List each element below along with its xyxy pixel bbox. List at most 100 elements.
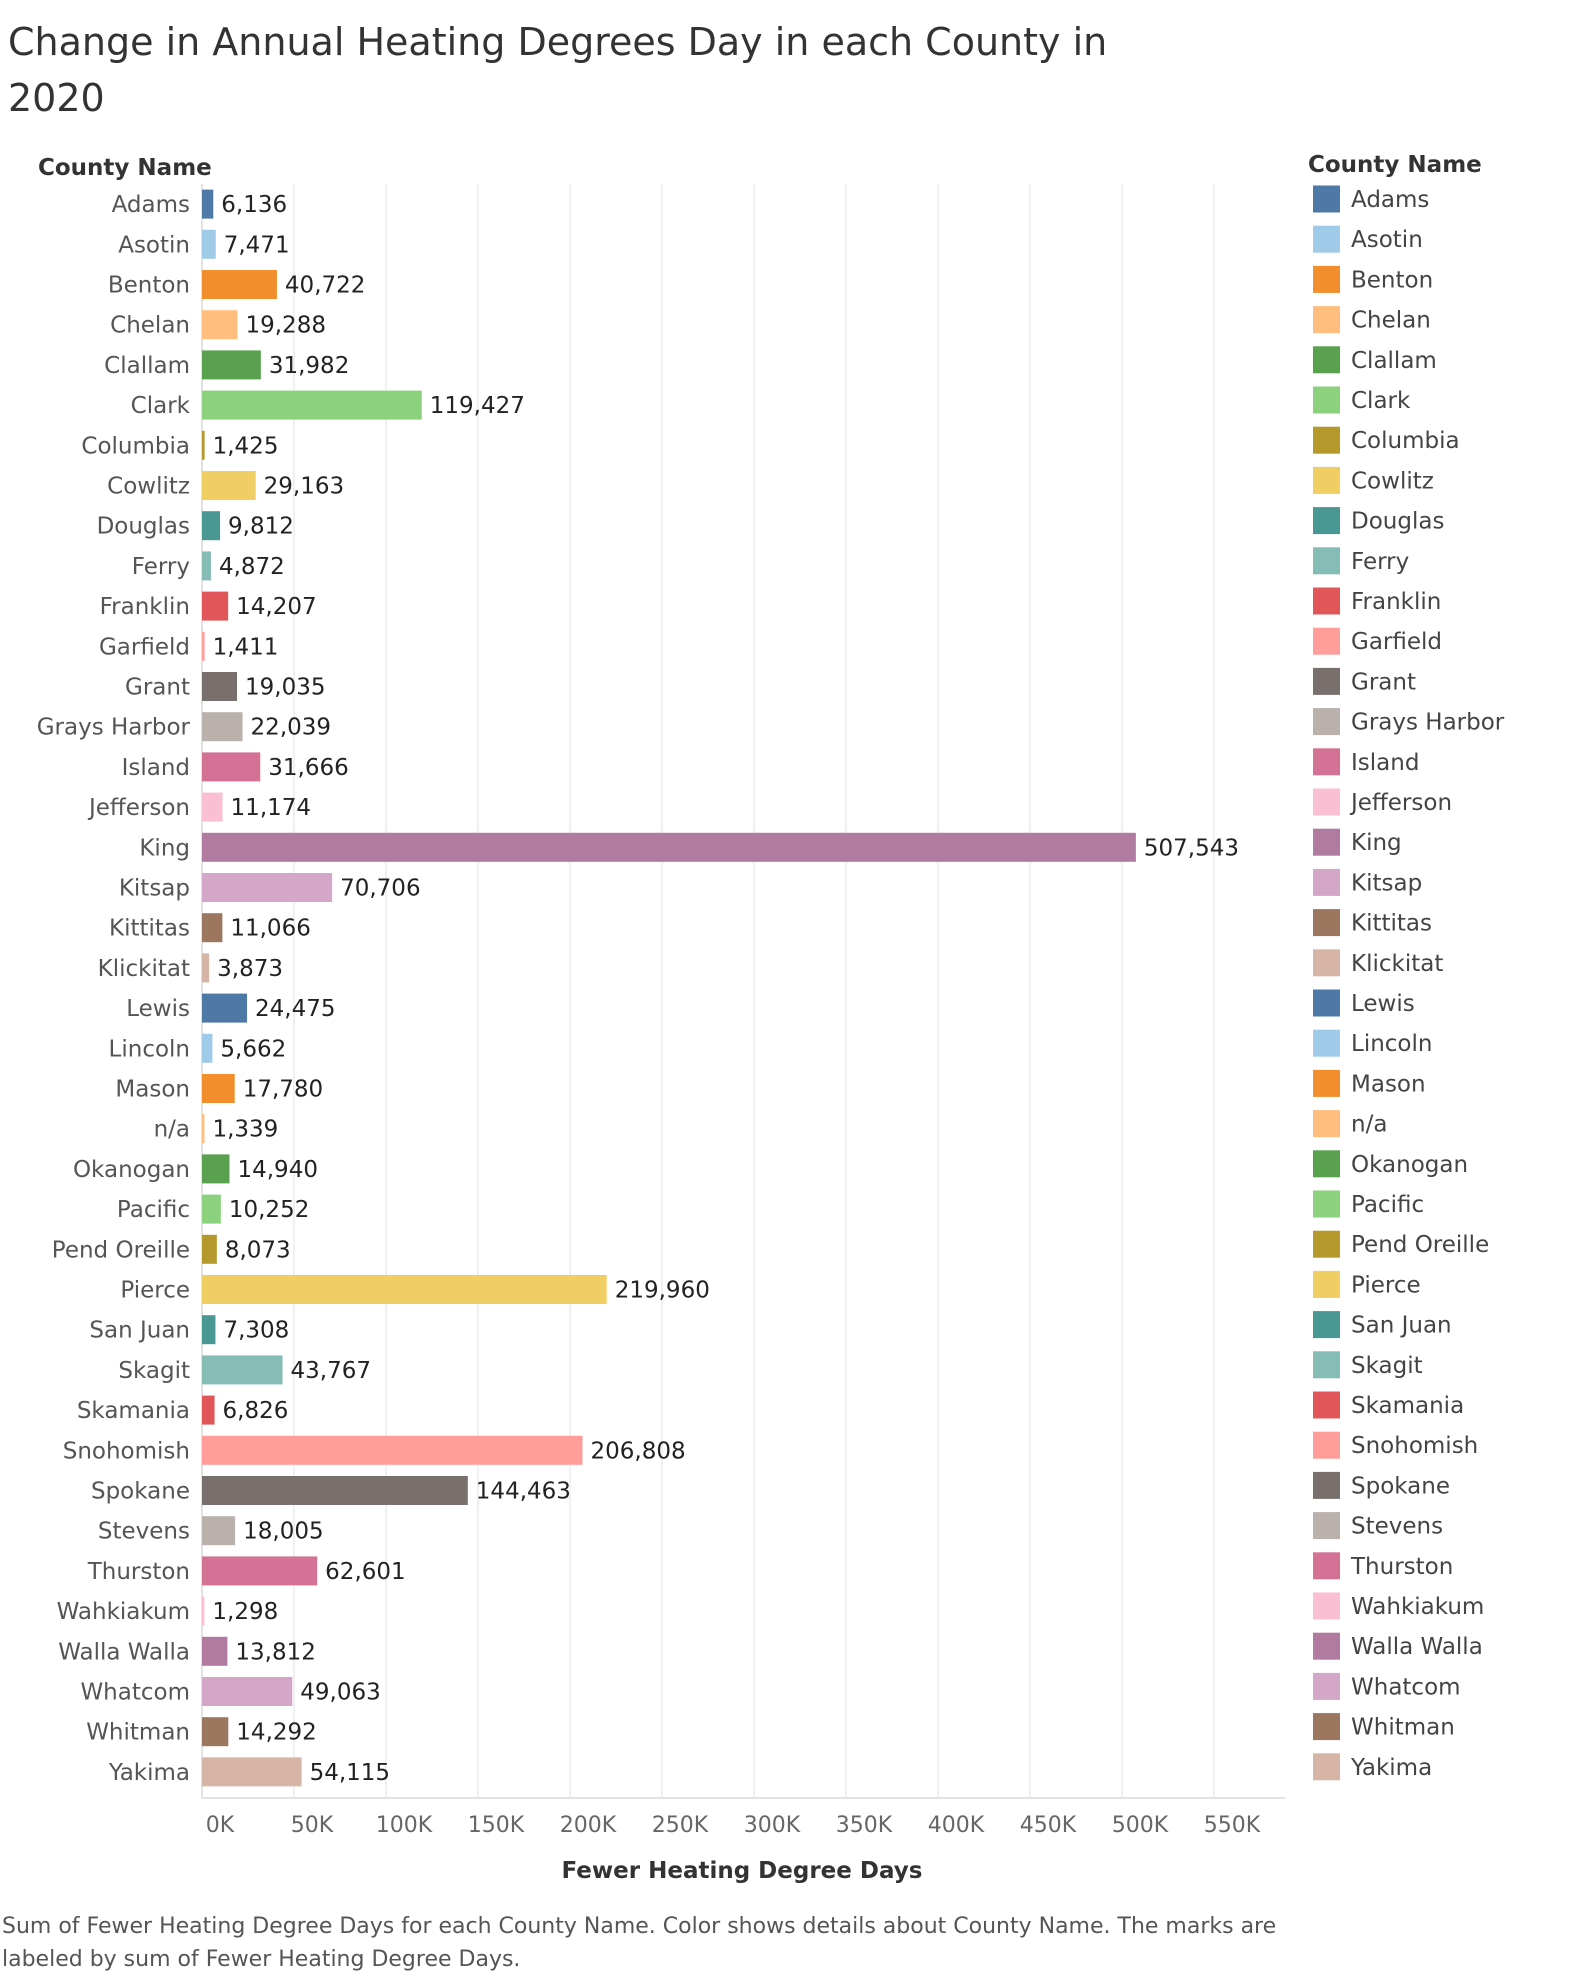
bar[interactable]: [202, 1234, 217, 1264]
bar[interactable]: [202, 1154, 230, 1184]
legend-swatch[interactable]: [1313, 1029, 1340, 1057]
legend-swatch[interactable]: [1313, 466, 1340, 494]
bar[interactable]: [202, 672, 238, 701]
legend-swatch[interactable]: [1313, 587, 1340, 615]
bar[interactable]: [202, 1757, 302, 1787]
legend-item-label[interactable]: Stevens: [1351, 1514, 1443, 1540]
bar[interactable]: [202, 631, 205, 661]
bar[interactable]: [202, 270, 277, 299]
bar[interactable]: [202, 1435, 583, 1465]
legend-item-label[interactable]: Island: [1351, 750, 1419, 776]
bar[interactable]: [202, 752, 261, 782]
bar[interactable]: [202, 189, 214, 219]
bar[interactable]: [202, 1717, 229, 1747]
legend-item-label[interactable]: Columbia: [1351, 428, 1460, 454]
legend-swatch[interactable]: [1313, 1311, 1340, 1339]
legend-item-label[interactable]: Pierce: [1351, 1272, 1421, 1298]
bar[interactable]: [202, 471, 256, 500]
legend-swatch[interactable]: [1313, 185, 1340, 213]
bar[interactable]: [202, 1677, 293, 1706]
bar[interactable]: [202, 350, 261, 380]
bar[interactable]: [202, 229, 216, 259]
bar[interactable]: [202, 511, 221, 541]
legend-swatch[interactable]: [1313, 667, 1340, 695]
legend-swatch[interactable]: [1313, 909, 1340, 937]
legend-item-label[interactable]: Adams: [1351, 187, 1429, 213]
legend-swatch[interactable]: [1313, 1110, 1340, 1138]
legend-item-label[interactable]: Douglas: [1351, 509, 1444, 535]
legend-item-label[interactable]: Lincoln: [1351, 1031, 1432, 1057]
bar[interactable]: [202, 1194, 221, 1224]
legend-swatch[interactable]: [1313, 1632, 1340, 1660]
bar[interactable]: [202, 1275, 607, 1304]
bar[interactable]: [202, 1355, 283, 1385]
legend-item-label[interactable]: Thurston: [1350, 1554, 1453, 1580]
legend-swatch[interactable]: [1313, 265, 1340, 293]
legend-item-label[interactable]: Snohomish: [1351, 1433, 1478, 1459]
bar[interactable]: [202, 953, 210, 983]
legend-item-label[interactable]: Walla Walla: [1351, 1634, 1483, 1660]
legend-item-label[interactable]: Whatcom: [1351, 1674, 1461, 1700]
legend-item-label[interactable]: Yakima: [1350, 1755, 1432, 1781]
bar[interactable]: [202, 913, 223, 943]
bar[interactable]: [202, 1516, 236, 1546]
legend-swatch[interactable]: [1313, 708, 1340, 736]
legend-swatch[interactable]: [1313, 1552, 1340, 1580]
legend-item-label[interactable]: Clark: [1351, 388, 1411, 414]
legend-item-label[interactable]: Franklin: [1351, 589, 1441, 615]
bar[interactable]: [202, 310, 238, 340]
legend-item-label[interactable]: Jefferson: [1349, 790, 1452, 816]
legend-swatch[interactable]: [1313, 627, 1340, 655]
legend-item-label[interactable]: Kitsap: [1351, 870, 1422, 896]
legend-item-label[interactable]: Chelan: [1351, 308, 1431, 334]
legend-swatch[interactable]: [1313, 547, 1340, 575]
legend-swatch[interactable]: [1313, 426, 1340, 454]
legend-item-label[interactable]: Ferry: [1351, 549, 1409, 575]
bar[interactable]: [202, 551, 211, 581]
legend-item-label[interactable]: Benton: [1351, 267, 1433, 293]
legend-swatch[interactable]: [1313, 386, 1340, 414]
legend-item-label[interactable]: Klickitat: [1351, 951, 1443, 977]
legend-item-label[interactable]: Pacific: [1351, 1192, 1424, 1218]
legend-item-label[interactable]: San Juan: [1351, 1313, 1452, 1339]
legend-swatch[interactable]: [1313, 1351, 1340, 1379]
legend-item-label[interactable]: Skagit: [1351, 1353, 1423, 1379]
bar[interactable]: [202, 430, 205, 460]
legend-item-label[interactable]: King: [1351, 830, 1402, 856]
legend-swatch[interactable]: [1313, 949, 1340, 977]
bar[interactable]: [202, 591, 229, 621]
bar[interactable]: [202, 832, 1136, 862]
bar[interactable]: [202, 1476, 468, 1505]
legend-swatch[interactable]: [1313, 1069, 1340, 1097]
legend-item-label[interactable]: Lewis: [1351, 991, 1415, 1017]
legend-item-label[interactable]: Skamania: [1351, 1393, 1464, 1419]
legend-item-label[interactable]: n/a: [1351, 1112, 1387, 1138]
bar[interactable]: [202, 1395, 215, 1425]
legend-item-label[interactable]: Asotin: [1351, 227, 1423, 253]
legend-item-label[interactable]: Grant: [1351, 669, 1416, 695]
legend-swatch[interactable]: [1313, 748, 1340, 776]
legend-item-label[interactable]: Whitman: [1351, 1715, 1455, 1741]
bar[interactable]: [202, 390, 422, 420]
legend-swatch[interactable]: [1313, 1753, 1340, 1781]
legend-item-label[interactable]: Okanogan: [1351, 1152, 1468, 1178]
legend-item-label[interactable]: Clallam: [1351, 348, 1437, 374]
bar[interactable]: [202, 1556, 318, 1586]
bar[interactable]: [202, 873, 333, 902]
bar[interactable]: [202, 792, 223, 822]
legend-swatch[interactable]: [1313, 1190, 1340, 1218]
legend-item-label[interactable]: Grays Harbor: [1351, 710, 1505, 736]
legend-swatch[interactable]: [1313, 507, 1340, 535]
legend-swatch[interactable]: [1313, 1391, 1340, 1419]
legend-swatch[interactable]: [1313, 1592, 1340, 1620]
legend-swatch[interactable]: [1313, 828, 1340, 856]
legend-swatch[interactable]: [1313, 868, 1340, 896]
legend-swatch[interactable]: [1313, 225, 1340, 253]
legend-swatch[interactable]: [1313, 989, 1340, 1017]
legend-swatch[interactable]: [1313, 346, 1340, 374]
legend-item-label[interactable]: Kittitas: [1351, 911, 1432, 937]
legend-swatch[interactable]: [1313, 1230, 1340, 1258]
legend-item-label[interactable]: Spokane: [1351, 1473, 1450, 1499]
legend-item-label[interactable]: Pend Oreille: [1351, 1232, 1489, 1258]
legend-swatch[interactable]: [1313, 1270, 1340, 1298]
